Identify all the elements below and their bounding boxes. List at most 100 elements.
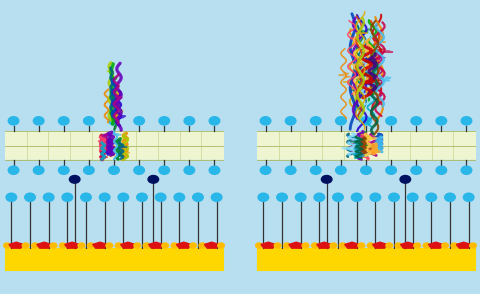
Ellipse shape <box>217 243 225 248</box>
Ellipse shape <box>423 243 431 248</box>
Ellipse shape <box>358 243 365 248</box>
Ellipse shape <box>59 243 67 248</box>
Ellipse shape <box>385 243 393 248</box>
Polygon shape <box>401 242 415 248</box>
Polygon shape <box>9 242 24 248</box>
Ellipse shape <box>463 193 474 201</box>
Ellipse shape <box>62 193 72 201</box>
Polygon shape <box>261 242 276 248</box>
Ellipse shape <box>115 243 122 248</box>
Ellipse shape <box>8 117 19 125</box>
Ellipse shape <box>209 117 220 125</box>
Ellipse shape <box>311 117 321 125</box>
Polygon shape <box>65 242 79 248</box>
Ellipse shape <box>184 117 194 125</box>
Ellipse shape <box>444 193 455 201</box>
Ellipse shape <box>106 243 113 248</box>
Polygon shape <box>317 242 331 248</box>
Ellipse shape <box>99 193 110 201</box>
Bar <box>257 160 475 181</box>
Polygon shape <box>456 242 471 248</box>
Ellipse shape <box>3 243 11 248</box>
Ellipse shape <box>189 243 197 248</box>
Ellipse shape <box>411 117 421 125</box>
Ellipse shape <box>70 176 80 183</box>
Polygon shape <box>177 242 191 248</box>
Ellipse shape <box>171 243 179 248</box>
Ellipse shape <box>386 166 396 174</box>
Ellipse shape <box>411 166 421 174</box>
Ellipse shape <box>469 243 477 248</box>
Ellipse shape <box>260 117 271 125</box>
Ellipse shape <box>84 117 94 125</box>
Ellipse shape <box>322 176 332 183</box>
Ellipse shape <box>184 166 194 174</box>
Ellipse shape <box>274 243 281 248</box>
Ellipse shape <box>211 193 222 201</box>
Ellipse shape <box>78 243 85 248</box>
Ellipse shape <box>461 117 472 125</box>
Ellipse shape <box>159 166 169 174</box>
Polygon shape <box>149 242 163 248</box>
Ellipse shape <box>311 243 319 248</box>
Ellipse shape <box>143 243 150 248</box>
Ellipse shape <box>31 243 39 248</box>
Ellipse shape <box>361 166 372 174</box>
Ellipse shape <box>199 243 206 248</box>
Ellipse shape <box>84 166 94 174</box>
Ellipse shape <box>192 193 203 201</box>
Ellipse shape <box>260 166 271 174</box>
Ellipse shape <box>451 243 458 248</box>
Bar <box>257 248 475 270</box>
Ellipse shape <box>400 176 410 183</box>
Ellipse shape <box>255 243 263 248</box>
Ellipse shape <box>336 166 346 174</box>
Ellipse shape <box>25 193 36 201</box>
Ellipse shape <box>301 243 309 248</box>
Ellipse shape <box>283 243 291 248</box>
Ellipse shape <box>295 193 306 201</box>
Ellipse shape <box>277 193 288 201</box>
Ellipse shape <box>81 193 91 201</box>
Ellipse shape <box>314 193 324 201</box>
Ellipse shape <box>34 117 44 125</box>
Ellipse shape <box>339 243 347 248</box>
Ellipse shape <box>137 193 147 201</box>
Ellipse shape <box>361 117 372 125</box>
Ellipse shape <box>209 166 220 174</box>
Ellipse shape <box>148 176 158 183</box>
Ellipse shape <box>413 243 421 248</box>
Bar <box>5 248 223 270</box>
Ellipse shape <box>258 193 269 201</box>
Polygon shape <box>372 242 387 248</box>
Ellipse shape <box>43 193 54 201</box>
Ellipse shape <box>174 193 185 201</box>
Ellipse shape <box>134 166 144 174</box>
Ellipse shape <box>436 117 446 125</box>
Ellipse shape <box>370 193 381 201</box>
Ellipse shape <box>8 166 19 174</box>
Ellipse shape <box>134 117 144 125</box>
Polygon shape <box>93 242 108 248</box>
Polygon shape <box>37 242 51 248</box>
Ellipse shape <box>461 166 472 174</box>
Ellipse shape <box>386 117 396 125</box>
Ellipse shape <box>133 243 141 248</box>
Ellipse shape <box>286 117 296 125</box>
Polygon shape <box>204 242 219 248</box>
Ellipse shape <box>367 243 374 248</box>
Ellipse shape <box>330 243 337 248</box>
Ellipse shape <box>333 193 343 201</box>
Ellipse shape <box>59 166 69 174</box>
Ellipse shape <box>161 243 169 248</box>
Ellipse shape <box>87 243 95 248</box>
Polygon shape <box>120 242 135 248</box>
Ellipse shape <box>389 193 399 201</box>
Ellipse shape <box>34 166 44 174</box>
Polygon shape <box>345 242 360 248</box>
Ellipse shape <box>351 193 362 201</box>
Ellipse shape <box>408 193 418 201</box>
Ellipse shape <box>286 166 296 174</box>
Ellipse shape <box>436 166 446 174</box>
Polygon shape <box>429 242 443 248</box>
